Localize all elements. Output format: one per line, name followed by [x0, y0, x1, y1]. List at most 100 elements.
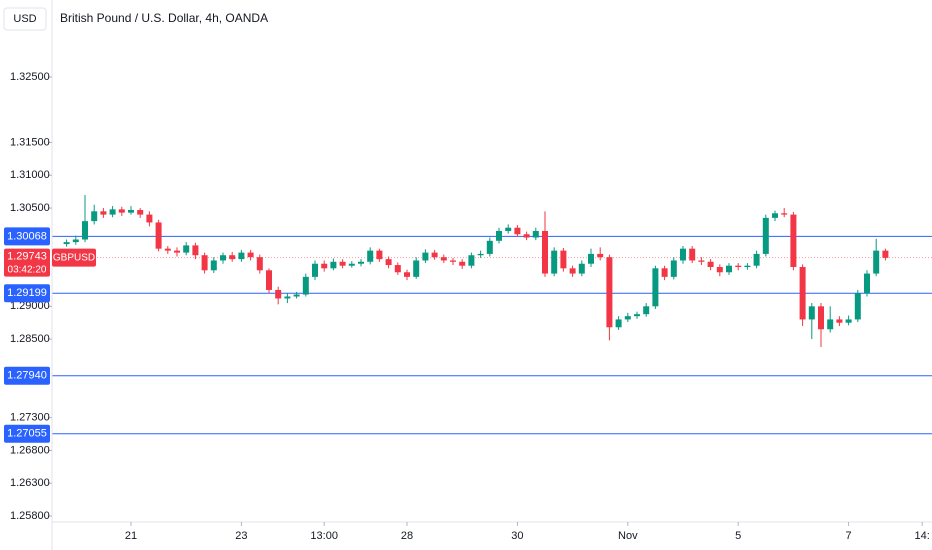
candle-body — [726, 265, 732, 273]
candle-body — [496, 230, 502, 241]
candle-body — [321, 263, 328, 269]
candle-body — [109, 209, 116, 215]
candle-body — [82, 221, 88, 240]
candle-body — [183, 245, 190, 253]
x-tick-label: 28 — [401, 530, 413, 542]
candle-body — [348, 263, 355, 266]
candle-body — [376, 250, 383, 260]
y-tick-label: 1.30500 — [10, 202, 50, 214]
currency-box[interactable] — [3, 7, 47, 31]
candle-body — [790, 214, 797, 268]
last-price-label: 1.29743 — [7, 251, 47, 263]
candle-body — [413, 260, 420, 277]
x-tick-label: Nov — [618, 530, 638, 542]
candle-body — [404, 272, 410, 277]
candle-body — [256, 257, 263, 271]
candle-body — [514, 227, 521, 235]
x-tick-label: 13:00 — [310, 530, 338, 542]
currency-label: USD — [13, 13, 36, 25]
x-tick-label: 21 — [125, 530, 137, 542]
candle-body — [781, 213, 788, 215]
price-label: 1.27055 — [7, 428, 47, 440]
price-label-layer: 1.30068 1.29199 1.27940 1.27055 1.2974303:42… — [4, 227, 96, 443]
candle-body — [735, 265, 742, 268]
price-label: 1.30068 — [7, 230, 47, 242]
candle-body — [523, 234, 530, 238]
candle-body — [330, 261, 337, 269]
candle-body — [100, 211, 107, 215]
candle-body — [422, 252, 429, 261]
candle-body — [854, 293, 861, 320]
candle-body — [164, 248, 171, 251]
candle-body — [275, 289, 282, 299]
candle-body — [118, 209, 125, 213]
chart-title: British Pound / U.S. Dollar, 4h, OANDA — [60, 11, 268, 25]
candle-body — [689, 248, 696, 261]
y-tick-label: 1.26800 — [10, 444, 50, 456]
candle-body — [827, 319, 834, 330]
last-price-box — [4, 248, 50, 277]
candle-body — [146, 214, 153, 223]
candle-body — [808, 306, 815, 320]
candle-body — [312, 263, 318, 277]
candle-body — [707, 261, 714, 268]
candle-body — [643, 306, 650, 315]
candle-body — [634, 314, 640, 317]
candle-body — [128, 210, 134, 213]
x-tick-label: 23 — [235, 530, 247, 542]
price-label-box — [4, 424, 50, 443]
candle-body — [772, 213, 778, 218]
y-tick-label: 1.25800 — [10, 510, 50, 522]
candle-body — [762, 217, 769, 254]
candle-body — [385, 259, 392, 266]
candle-body — [588, 253, 594, 264]
y-tick-label: 1.31500 — [10, 136, 50, 148]
candle-body — [459, 261, 466, 266]
candle-body — [174, 250, 180, 253]
candle-body — [91, 211, 98, 222]
candle-body — [210, 260, 217, 271]
candle-body — [652, 268, 659, 307]
candle-body — [873, 250, 880, 274]
candle-body — [836, 319, 843, 323]
candle-body — [247, 252, 254, 258]
candle-body — [744, 265, 751, 268]
candle-body — [431, 252, 438, 258]
candle-body — [192, 245, 199, 256]
x-tick-label: 30 — [511, 530, 523, 542]
candle-body — [72, 239, 79, 243]
candle-body — [220, 255, 226, 261]
price-label: 1.29199 — [7, 287, 47, 299]
candle-body — [339, 261, 346, 266]
candle-body — [394, 265, 401, 273]
candle-body — [229, 255, 236, 260]
x-tick-label: 5 — [735, 530, 741, 542]
candle-body — [578, 263, 585, 274]
symbol-tag — [52, 248, 96, 267]
y-tick-label: 1.31000 — [10, 169, 50, 181]
candle-body — [238, 252, 245, 260]
candle-body — [560, 250, 567, 269]
y-tick-label: 1.26300 — [10, 477, 50, 489]
candle-body — [845, 319, 852, 323]
candle-body — [569, 268, 576, 274]
candle-body — [532, 230, 539, 238]
grid-layer — [52, 235, 932, 435]
candle-body — [551, 250, 558, 274]
candle-body — [477, 253, 484, 256]
candle-body — [680, 248, 686, 261]
candle-body — [542, 230, 548, 274]
candle-body — [606, 257, 613, 328]
axis-layer: 1.32500 1.31500 1.31000 1.30500 1.29000 1.285… — [10, 71, 930, 542]
y-tick-label: 1.32500 — [10, 71, 50, 83]
candle-body — [266, 270, 272, 290]
candle-body — [698, 260, 705, 262]
candle-body — [670, 260, 677, 277]
y-tick-label: 1.27300 — [10, 412, 50, 424]
candle-body — [358, 261, 364, 264]
candle-body — [864, 273, 870, 294]
